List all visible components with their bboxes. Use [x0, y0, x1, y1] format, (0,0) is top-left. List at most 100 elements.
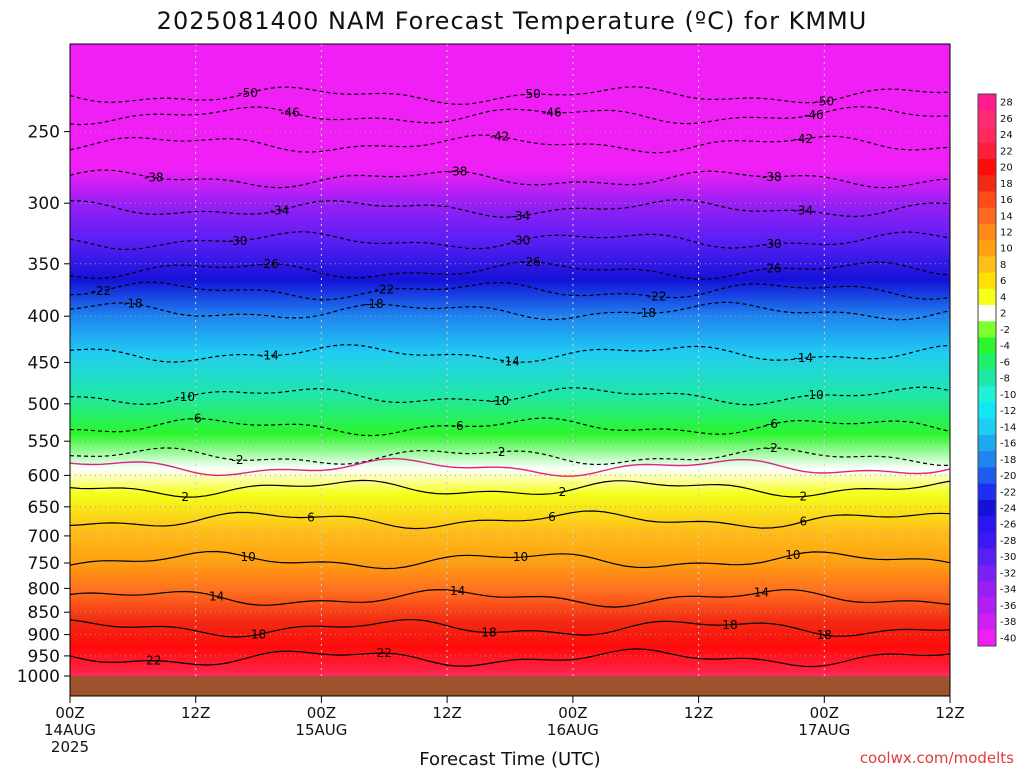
- contour-label: 14: [450, 584, 465, 598]
- contour-label: -14: [500, 355, 520, 369]
- x-tick-label: 00Z: [307, 704, 336, 722]
- contour-label: -34: [793, 204, 813, 218]
- y-tick-label: 550: [28, 432, 60, 452]
- colorbar-frame: [977, 93, 997, 647]
- ground-surface: [70, 676, 950, 696]
- contour-label: -14: [259, 348, 279, 362]
- x-tick-date: 16AUG: [547, 721, 599, 739]
- colorbar-swatch: [978, 207, 996, 225]
- contour-label: -22: [374, 283, 394, 297]
- plot-frame: [69, 43, 951, 697]
- isotherm-line: [70, 261, 950, 280]
- contour-label: -50: [521, 87, 541, 101]
- colorbar-label: -36: [1000, 601, 1016, 612]
- colorbar: 28 26 24 22 20 18 16 14 12 10 8 6 4 2 -2 -4 -6 -8 -10 -12 -1…: [977, 93, 1016, 647]
- colorbar-swatch: [978, 532, 996, 550]
- x-axis-title: Forecast Time (UTC): [419, 749, 600, 768]
- colorbar-label: 2: [1000, 309, 1006, 320]
- credit-link[interactable]: coolwx.com/modelts: [860, 749, 1014, 767]
- contour-label: -10: [490, 394, 510, 408]
- contour-label: -42: [793, 132, 813, 146]
- x-tick-label: 00Z: [810, 704, 839, 722]
- colorbar-label: -22: [1000, 487, 1016, 498]
- contour-label: -2: [232, 453, 244, 467]
- colorbar-swatch: [978, 94, 996, 111]
- colorbar-swatch: [978, 126, 996, 144]
- contour-label: -26: [259, 257, 279, 271]
- isotherm-line: [70, 86, 950, 106]
- colorbar-label: -14: [1000, 422, 1016, 433]
- temperature-field: [70, 44, 950, 676]
- contour-label: -46: [280, 105, 300, 119]
- isotherm-line: [70, 198, 950, 218]
- colorbar-swatch: [978, 548, 996, 566]
- colorbar-label: 20: [1000, 163, 1013, 174]
- x-tick-year: 2025: [51, 738, 89, 756]
- contour-label: -2: [494, 445, 506, 459]
- colorbar-swatch: [978, 223, 996, 241]
- contour-labels: -50 -50-50-46 -46 -46-42 -42-38 -38 -38-34 -34-…: [92, 86, 835, 667]
- contour-label: -6: [190, 412, 202, 426]
- colorbar-swatch: [978, 467, 996, 485]
- contour-label: -10: [175, 390, 195, 404]
- colorbar-label: -10: [1000, 390, 1016, 401]
- contour-label: -2: [766, 441, 778, 455]
- colorbar-label: -28: [1000, 536, 1016, 547]
- contour-label: -38: [762, 170, 782, 184]
- y-tick-label: 850: [28, 603, 60, 623]
- colorbar-label: -16: [1000, 439, 1016, 450]
- contour-label: -50: [814, 95, 834, 109]
- isotherm-line: [70, 588, 950, 608]
- contour-label: -6: [766, 417, 778, 431]
- colorbar-swatch: [978, 175, 996, 192]
- contour-label: -26: [762, 261, 782, 275]
- isotherm-line: [70, 648, 950, 668]
- isotherm-line: [70, 301, 950, 321]
- colorbar-label: 16: [1000, 195, 1013, 206]
- y-tick-label: 900: [28, 626, 60, 646]
- y-tick-label: 750: [28, 554, 60, 574]
- colorbar-swatch: [978, 191, 996, 209]
- y-tick-label: 500: [28, 395, 60, 415]
- contour-label: 18: [722, 618, 737, 632]
- contour-label: -22: [647, 290, 667, 304]
- colorbar-label: 28: [1000, 98, 1013, 109]
- colorbar-label: -32: [1000, 568, 1016, 579]
- colorbar-label: -2: [1000, 325, 1010, 336]
- contour-label: -38: [448, 164, 468, 178]
- colorbar-swatch: [978, 272, 996, 290]
- colorbar-swatch: [978, 288, 996, 306]
- isotherm-contours: [70, 86, 950, 668]
- colorbar-swatch: [978, 564, 996, 582]
- contour-label: -50: [238, 86, 258, 100]
- y-tick-label: 350: [28, 255, 60, 275]
- colorbar-swatch: [978, 370, 996, 387]
- colorbar-label: 8: [1000, 260, 1006, 271]
- y-tick-label: 300: [28, 194, 60, 214]
- colorbar-label: 26: [1000, 114, 1013, 125]
- colorbar-swatch: [978, 613, 996, 631]
- contour-label: -30: [762, 237, 782, 251]
- contour-label: -42: [490, 130, 510, 144]
- contour-label: -46: [804, 108, 824, 122]
- colorbar-swatch: [978, 434, 996, 452]
- colorbar-label: -18: [1000, 455, 1016, 466]
- isotherm-line: [70, 479, 950, 498]
- contour-label: 14: [209, 589, 224, 603]
- colorbar-label: 22: [1000, 146, 1013, 157]
- colorbar-swatch: [978, 142, 996, 160]
- x-tick-date: 14AUG: [44, 721, 96, 739]
- chart-title: 2025081400 NAM Forecast Temperature (ºC)…: [157, 7, 868, 35]
- isotherm-line: [70, 417, 950, 437]
- colorbar-swatch: [978, 483, 996, 501]
- colorbar-label: -20: [1000, 471, 1016, 482]
- y-tick-label: 950: [28, 647, 60, 667]
- colorbar-label: -38: [1000, 617, 1016, 628]
- colorbar-swatch: [978, 597, 996, 615]
- x-tick-label: 12Z: [432, 704, 461, 722]
- colorbar-swatch: [978, 256, 996, 274]
- y-tick-label: 800: [28, 579, 60, 599]
- x-tick-label: 00Z: [55, 704, 84, 722]
- contour-label: 2: [559, 485, 567, 499]
